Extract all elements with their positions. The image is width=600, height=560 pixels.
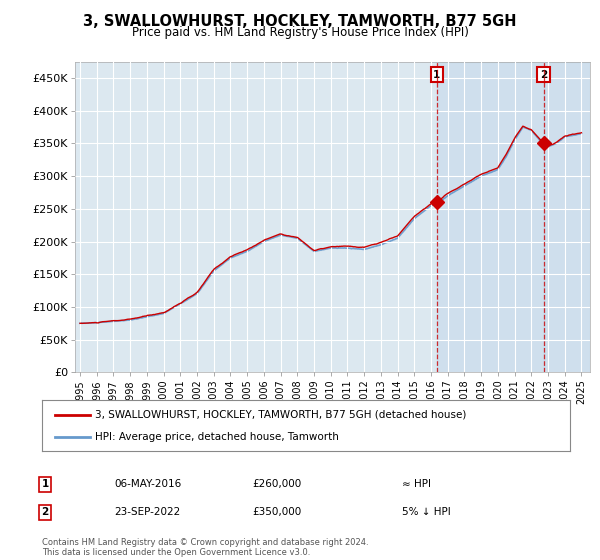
- Text: 3, SWALLOWHURST, HOCKLEY, TAMWORTH, B77 5GH: 3, SWALLOWHURST, HOCKLEY, TAMWORTH, B77 …: [83, 14, 517, 29]
- Text: ≈ HPI: ≈ HPI: [402, 479, 431, 489]
- Text: 2: 2: [540, 69, 547, 80]
- Text: HPI: Average price, detached house, Tamworth: HPI: Average price, detached house, Tamw…: [95, 432, 338, 442]
- Text: 1: 1: [433, 69, 440, 80]
- Bar: [544, 62, 590, 372]
- Text: 3, SWALLOWHURST, HOCKLEY, TAMWORTH, B77 5GH (detached house): 3, SWALLOWHURST, HOCKLEY, TAMWORTH, B77 …: [95, 409, 466, 419]
- Text: Price paid vs. HM Land Registry's House Price Index (HPI): Price paid vs. HM Land Registry's House …: [131, 26, 469, 39]
- Text: 1: 1: [41, 479, 49, 489]
- Bar: [437, 62, 544, 372]
- Text: £260,000: £260,000: [252, 479, 301, 489]
- Text: 5% ↓ HPI: 5% ↓ HPI: [402, 507, 451, 517]
- Text: Contains HM Land Registry data © Crown copyright and database right 2024.
This d: Contains HM Land Registry data © Crown c…: [42, 538, 368, 557]
- Text: 06-MAY-2016: 06-MAY-2016: [114, 479, 181, 489]
- Text: 2: 2: [41, 507, 49, 517]
- Text: 23-SEP-2022: 23-SEP-2022: [114, 507, 180, 517]
- Text: £350,000: £350,000: [252, 507, 301, 517]
